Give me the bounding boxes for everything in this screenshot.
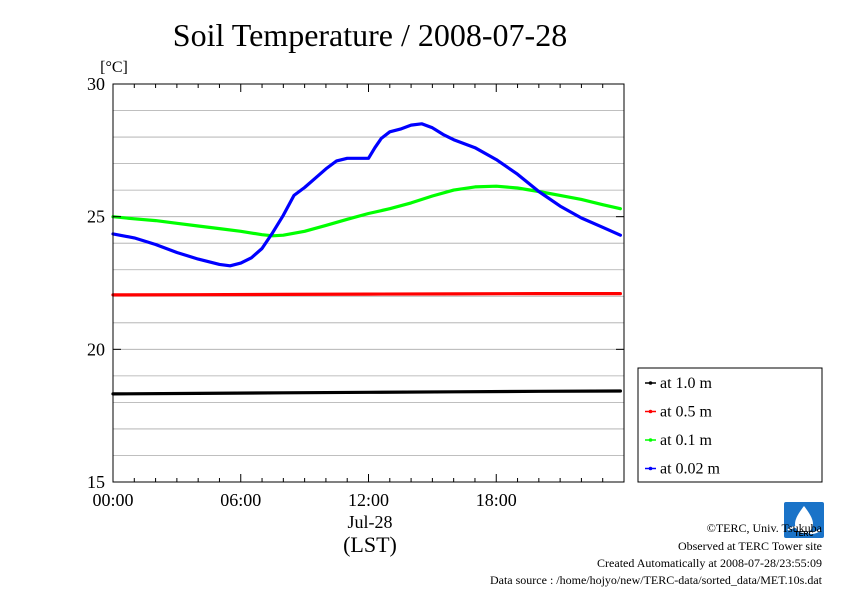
y-ticks: 15 20 25 30: [87, 74, 624, 492]
legend-label: at 0.02 m: [660, 461, 721, 478]
legend-marker: [648, 438, 653, 442]
legend-label: at 1.0 m: [660, 375, 713, 392]
footer: ©TERC, Univ. Tsukuba Observed at TERC To…: [490, 521, 823, 587]
y-tick-label: 25: [87, 207, 105, 227]
footer-created: Created Automatically at 2008-07-28/23:5…: [597, 556, 822, 570]
terc-logo-icon: TERC: [784, 502, 824, 538]
x-tick-label: 12:00: [348, 490, 389, 510]
legend-marker: [648, 381, 653, 385]
x-axis-label: (LST): [343, 532, 397, 557]
x-axis-date-label: Jul-28: [348, 512, 393, 532]
series-line-1: [111, 292, 623, 297]
x-tick-label: 00:00: [92, 490, 133, 510]
series-layer: [111, 122, 623, 396]
footer-copyright: ©TERC, Univ. Tsukuba: [707, 521, 823, 535]
y-tick-label: 20: [87, 339, 105, 359]
legend-label: at 0.5 m: [660, 404, 713, 421]
footer-observed: Observed at TERC Tower site: [678, 539, 822, 553]
series-line-2: [111, 184, 623, 238]
legend-label: at 0.1 m: [660, 432, 713, 449]
x-ticks: 00:00 06:00 12:00 18:00: [92, 84, 604, 510]
y-tick-label: 15: [87, 472, 105, 492]
series-line-3: [111, 122, 623, 268]
legend: at 1.0 m at 0.5 m at 0.1 m at 0.02 m: [637, 367, 823, 483]
chart-title: Soil Temperature / 2008-07-28: [173, 17, 567, 53]
grid-lines: [113, 110, 624, 456]
y-tick-label: 30: [87, 74, 105, 94]
legend-marker: [648, 409, 653, 414]
logo-text: TERC: [794, 531, 813, 538]
y-axis-unit: [°C]: [100, 59, 128, 76]
x-tick-label: 06:00: [220, 490, 261, 510]
plot-frame: [112, 83, 625, 483]
footer-source: Data source : /home/hojyo/new/TERC-data/…: [490, 573, 823, 587]
legend-marker: [648, 466, 653, 471]
legend-box: [637, 367, 823, 483]
series-line-0: [111, 389, 623, 396]
x-tick-label: 18:00: [476, 490, 517, 510]
